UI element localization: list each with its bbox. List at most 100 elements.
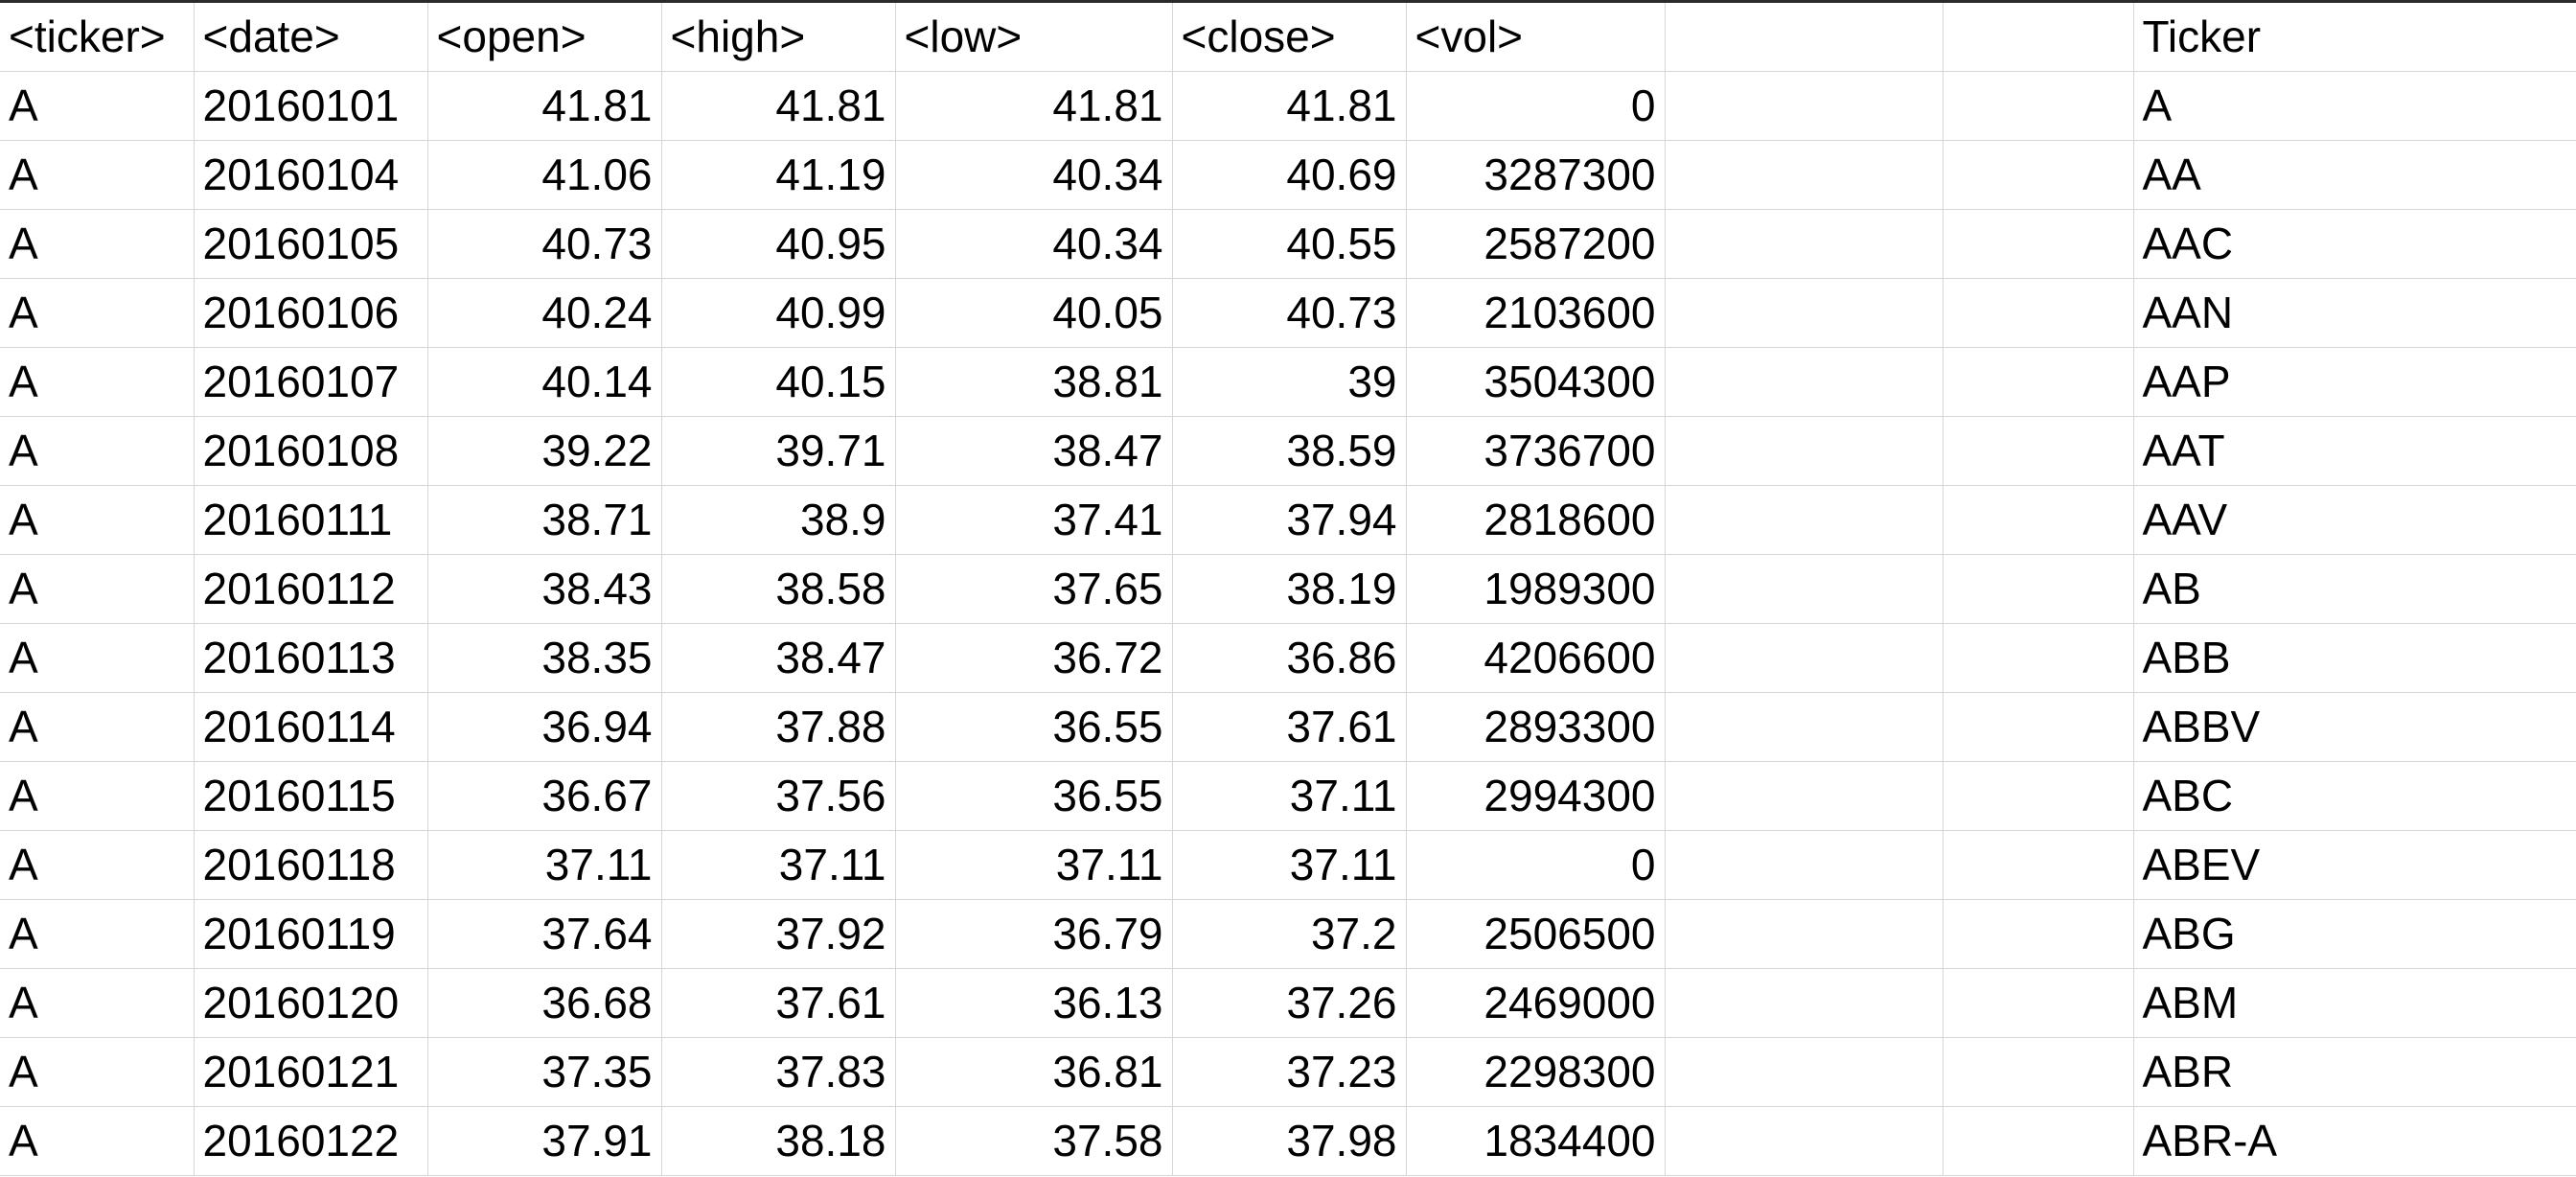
cell-summary-ticker[interactable]: AAV — [2133, 485, 2576, 555]
cell-low[interactable]: 38.81 — [895, 347, 1173, 417]
cell-open[interactable]: 40.24 — [427, 278, 662, 348]
empty-cell[interactable] — [1665, 692, 1944, 762]
cell-ticker[interactable]: A — [0, 209, 195, 279]
cell-vol[interactable]: 2103600 — [1406, 278, 1666, 348]
cell-high[interactable]: 40.95 — [661, 209, 896, 279]
cell-summary-ticker[interactable]: AAT — [2133, 416, 2576, 486]
cell-ticker[interactable]: A — [0, 554, 195, 624]
cell-date[interactable]: 20160118 — [194, 830, 428, 900]
empty-cell[interactable] — [1943, 1037, 2134, 1107]
cell-ticker[interactable]: A — [0, 485, 195, 555]
empty-cell[interactable] — [1943, 968, 2134, 1038]
empty-cell[interactable] — [1943, 416, 2134, 486]
cell-date[interactable]: 20160121 — [194, 1037, 428, 1107]
cell-low[interactable]: 37.41 — [895, 485, 1173, 555]
cell-open[interactable]: 38.43 — [427, 554, 662, 624]
cell-close[interactable]: 37.2 — [1172, 899, 1407, 969]
cell-open[interactable]: 36.67 — [427, 761, 662, 831]
empty-cell[interactable] — [1665, 3, 1944, 72]
empty-cell[interactable] — [1665, 623, 1944, 693]
cell-summary-ticker[interactable]: AAN — [2133, 278, 2576, 348]
cell-ticker[interactable]: A — [0, 347, 195, 417]
cell-open[interactable]: 39.22 — [427, 416, 662, 486]
cell-vol[interactable]: 2818600 — [1406, 485, 1666, 555]
cell-summary-ticker[interactable]: ABG — [2133, 899, 2576, 969]
cell-high[interactable]: 37.61 — [661, 968, 896, 1038]
cell-vol[interactable]: 2469000 — [1406, 968, 1666, 1038]
cell-close[interactable]: 37.26 — [1172, 968, 1407, 1038]
cell-high[interactable]: 37.11 — [661, 830, 896, 900]
empty-cell[interactable] — [1665, 485, 1944, 555]
cell-open[interactable]: 40.73 — [427, 209, 662, 279]
cell-high[interactable]: 37.92 — [661, 899, 896, 969]
cell-low[interactable]: 37.11 — [895, 830, 1173, 900]
cell-high[interactable]: 38.47 — [661, 623, 896, 693]
cell-high[interactable]: 37.83 — [661, 1037, 896, 1107]
cell-date[interactable]: 20160105 — [194, 209, 428, 279]
cell-open[interactable]: 41.06 — [427, 140, 662, 210]
header-cell-vol[interactable]: <vol> — [1406, 3, 1666, 72]
cell-open[interactable]: 36.68 — [427, 968, 662, 1038]
empty-cell[interactable] — [1665, 416, 1944, 486]
cell-open[interactable]: 38.35 — [427, 623, 662, 693]
cell-summary-ticker[interactable]: ABR-A — [2133, 1106, 2576, 1176]
cell-ticker[interactable]: A — [0, 623, 195, 693]
empty-cell[interactable] — [1943, 347, 2134, 417]
cell-low[interactable]: 41.81 — [895, 71, 1173, 141]
cell-vol[interactable]: 4206600 — [1406, 623, 1666, 693]
cell-ticker[interactable]: A — [0, 1037, 195, 1107]
cell-vol[interactable]: 2893300 — [1406, 692, 1666, 762]
cell-vol[interactable]: 3736700 — [1406, 416, 1666, 486]
empty-cell[interactable] — [1665, 71, 1944, 141]
cell-high[interactable]: 38.58 — [661, 554, 896, 624]
cell-open[interactable]: 41.81 — [427, 71, 662, 141]
cell-low[interactable]: 36.13 — [895, 968, 1173, 1038]
cell-vol[interactable]: 2994300 — [1406, 761, 1666, 831]
cell-date[interactable]: 20160108 — [194, 416, 428, 486]
cell-ticker[interactable]: A — [0, 1106, 195, 1176]
cell-low[interactable]: 40.34 — [895, 209, 1173, 279]
cell-date[interactable]: 20160115 — [194, 761, 428, 831]
header-cell-open[interactable]: <open> — [427, 3, 662, 72]
empty-cell[interactable] — [1943, 830, 2134, 900]
cell-open[interactable]: 40.14 — [427, 347, 662, 417]
cell-summary-ticker[interactable]: AB — [2133, 554, 2576, 624]
cell-low[interactable]: 36.55 — [895, 761, 1173, 831]
cell-open[interactable]: 37.64 — [427, 899, 662, 969]
cell-date[interactable]: 20160101 — [194, 71, 428, 141]
header-cell-low[interactable]: <low> — [895, 3, 1173, 72]
cell-ticker[interactable]: A — [0, 140, 195, 210]
empty-cell[interactable] — [1943, 1106, 2134, 1176]
cell-low[interactable]: 36.55 — [895, 692, 1173, 762]
cell-high[interactable]: 38.9 — [661, 485, 896, 555]
cell-ticker[interactable]: A — [0, 692, 195, 762]
empty-cell[interactable] — [1665, 278, 1944, 348]
cell-vol[interactable]: 3287300 — [1406, 140, 1666, 210]
cell-ticker[interactable]: A — [0, 761, 195, 831]
empty-cell[interactable] — [1665, 1106, 1944, 1176]
empty-cell[interactable] — [1665, 140, 1944, 210]
cell-high[interactable]: 41.19 — [661, 140, 896, 210]
empty-cell[interactable] — [1665, 968, 1944, 1038]
cell-date[interactable]: 20160106 — [194, 278, 428, 348]
cell-date[interactable]: 20160122 — [194, 1106, 428, 1176]
cell-high[interactable]: 37.56 — [661, 761, 896, 831]
cell-summary-ticker[interactable]: ABEV — [2133, 830, 2576, 900]
cell-close[interactable]: 37.11 — [1172, 830, 1407, 900]
cell-summary-ticker[interactable]: AAP — [2133, 347, 2576, 417]
cell-ticker[interactable]: A — [0, 71, 195, 141]
cell-high[interactable]: 38.18 — [661, 1106, 896, 1176]
cell-summary-ticker[interactable]: ABB — [2133, 623, 2576, 693]
empty-cell[interactable] — [1943, 71, 2134, 141]
cell-open[interactable]: 38.71 — [427, 485, 662, 555]
cell-vol[interactable]: 0 — [1406, 71, 1666, 141]
cell-close[interactable]: 37.61 — [1172, 692, 1407, 762]
empty-cell[interactable] — [1943, 692, 2134, 762]
empty-cell[interactable] — [1943, 3, 2134, 72]
cell-close[interactable]: 40.55 — [1172, 209, 1407, 279]
header-cell-date[interactable]: <date> — [194, 3, 428, 72]
empty-cell[interactable] — [1943, 209, 2134, 279]
cell-close[interactable]: 40.69 — [1172, 140, 1407, 210]
cell-summary-ticker[interactable]: AA — [2133, 140, 2576, 210]
cell-open[interactable]: 37.35 — [427, 1037, 662, 1107]
